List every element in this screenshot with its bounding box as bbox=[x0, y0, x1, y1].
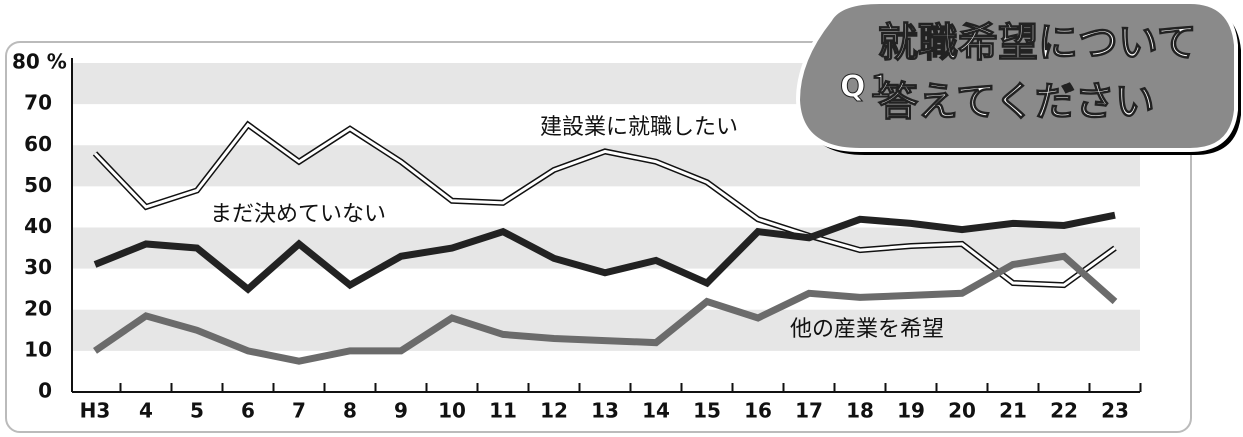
x-tick-label: 19 bbox=[897, 399, 925, 423]
x-tick-label: 22 bbox=[1050, 399, 1078, 423]
y-tick-label: 50 bbox=[24, 173, 52, 197]
x-tick-label: 5 bbox=[190, 399, 204, 423]
x-tick-label: 9 bbox=[394, 399, 408, 423]
x-tick-label: 12 bbox=[540, 399, 568, 423]
x-tick-label: 16 bbox=[744, 399, 772, 423]
grid-band bbox=[72, 227, 1140, 269]
series-label: 建設業に就職したい bbox=[540, 115, 738, 140]
x-tick-label: 8 bbox=[343, 399, 357, 423]
y-tick-label: 10 bbox=[24, 337, 52, 361]
line bbox=[93, 252, 1118, 365]
chart-title: 答えてください bbox=[878, 79, 1155, 125]
x-tick-label: 18 bbox=[846, 399, 874, 423]
chart-title: 就職希望について bbox=[878, 20, 1197, 66]
x-tick-label: 15 bbox=[693, 399, 721, 423]
line bbox=[93, 122, 1116, 287]
y-tick-label: 30 bbox=[24, 255, 52, 279]
x-tick-label: 13 bbox=[591, 399, 619, 423]
y-tick-label: 20 bbox=[24, 296, 52, 320]
series-label: 他の産業を希望 bbox=[790, 317, 944, 342]
y-tick-label: 80 % bbox=[12, 50, 67, 74]
x-tick-label: 6 bbox=[241, 399, 255, 423]
x-tick-label: 23 bbox=[1101, 399, 1129, 423]
x-tick-label: 4 bbox=[139, 399, 153, 423]
x-tick-label: 14 bbox=[642, 399, 670, 423]
y-tick-label: 70 bbox=[24, 91, 52, 115]
y-tick-label: 60 bbox=[24, 132, 52, 156]
x-tick-label: 20 bbox=[948, 399, 976, 423]
x-tick-label: H3 bbox=[80, 399, 111, 423]
series-label: まだ決めていない bbox=[210, 202, 386, 227]
x-tick-label: 21 bbox=[999, 399, 1027, 423]
badge bbox=[795, 0, 1238, 152]
x-tick-label: 11 bbox=[489, 399, 517, 423]
x-tick-label: 7 bbox=[292, 399, 306, 423]
y-tick-label: 0 bbox=[38, 379, 52, 403]
x-tick-label: 17 bbox=[795, 399, 823, 423]
y-tick-label: 40 bbox=[24, 214, 52, 238]
line bbox=[93, 211, 1116, 294]
x-tick-label: 10 bbox=[438, 399, 466, 423]
badge-label: Q１ bbox=[840, 70, 896, 105]
